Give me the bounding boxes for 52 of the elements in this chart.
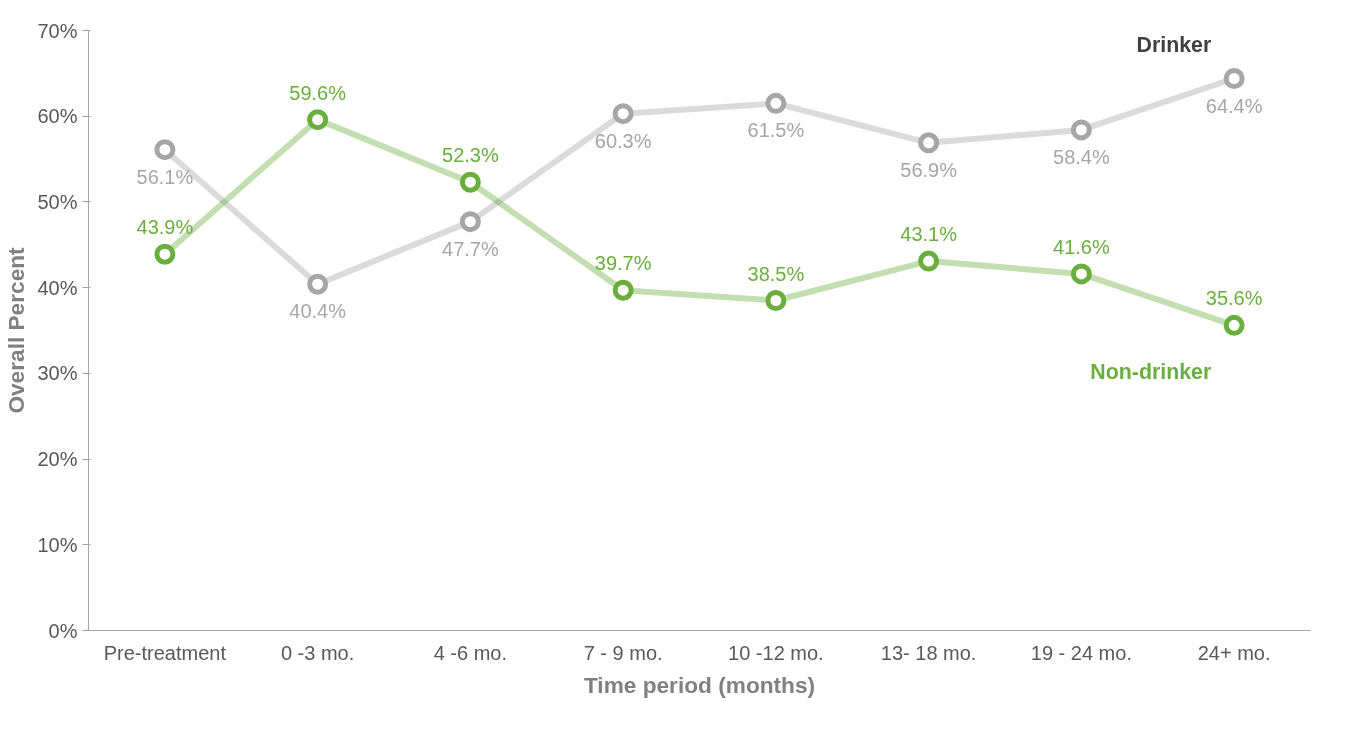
point [459, 211, 481, 233]
data-label: 41.6% [1053, 235, 1110, 258]
point [154, 243, 176, 265]
y-tick-label: 60% [37, 105, 78, 128]
series-label: Non-drinker [1090, 360, 1212, 385]
point [1070, 119, 1092, 141]
data-label: 58.4% [1053, 145, 1110, 168]
y-axis-title: Overall Percent [3, 246, 30, 414]
x-tick-label: 19 - 24 mo. [1030, 641, 1132, 664]
point [918, 250, 940, 272]
x-tick-label: 7 - 9 mo. [583, 641, 663, 664]
point [765, 290, 787, 311]
data-label: 56.9% [900, 158, 958, 181]
data-label: 61.5% [747, 119, 805, 142]
x-tick-label: 10 -12 mo. [728, 641, 824, 664]
data-label: 43.1% [900, 223, 958, 246]
x-tick-label: 24+ mo. [1197, 641, 1271, 664]
data-label: 47.7% [442, 237, 499, 260]
y-tick-label: 40% [37, 276, 78, 299]
y-tick-label: 30% [37, 362, 78, 385]
y-tick-label: 10% [37, 533, 78, 556]
data-label: 40.4% [289, 300, 347, 323]
point [765, 92, 787, 114]
data-label: 56.1% [136, 165, 194, 188]
y-tick-label: 20% [37, 448, 78, 471]
point [1223, 68, 1245, 89]
data-label: 64.4% [1205, 94, 1263, 117]
y-tick-label: 50% [37, 190, 78, 213]
point [1223, 314, 1245, 336]
data-label: 38.5% [747, 262, 805, 285]
point [154, 139, 176, 161]
x-tick-label: 13- 18 mo. [880, 641, 977, 664]
point [1070, 263, 1092, 285]
y-tick-label: 0% [48, 619, 78, 642]
x-tick-label: 0 -3 mo. [280, 641, 355, 664]
x-tick-label: 4 -6 mo. [433, 641, 508, 664]
data-label: 35.6% [1205, 287, 1263, 310]
series-label: Drinker [1136, 32, 1212, 57]
point [918, 132, 940, 154]
x-tick-label: Pre-treatment [103, 641, 227, 664]
y-tick-label: 70% [37, 19, 78, 42]
data-label: 52.3% [442, 144, 499, 167]
x-axis-title: Time period (months) [583, 671, 816, 698]
point [612, 279, 634, 301]
point [459, 171, 481, 193]
data-label: 60.3% [594, 129, 652, 152]
data-label: 43.9% [136, 216, 194, 239]
point [307, 109, 329, 131]
point [307, 273, 329, 295]
point [612, 103, 634, 125]
data-label: 59.6% [289, 81, 347, 104]
data-label: 39.7% [594, 252, 652, 275]
